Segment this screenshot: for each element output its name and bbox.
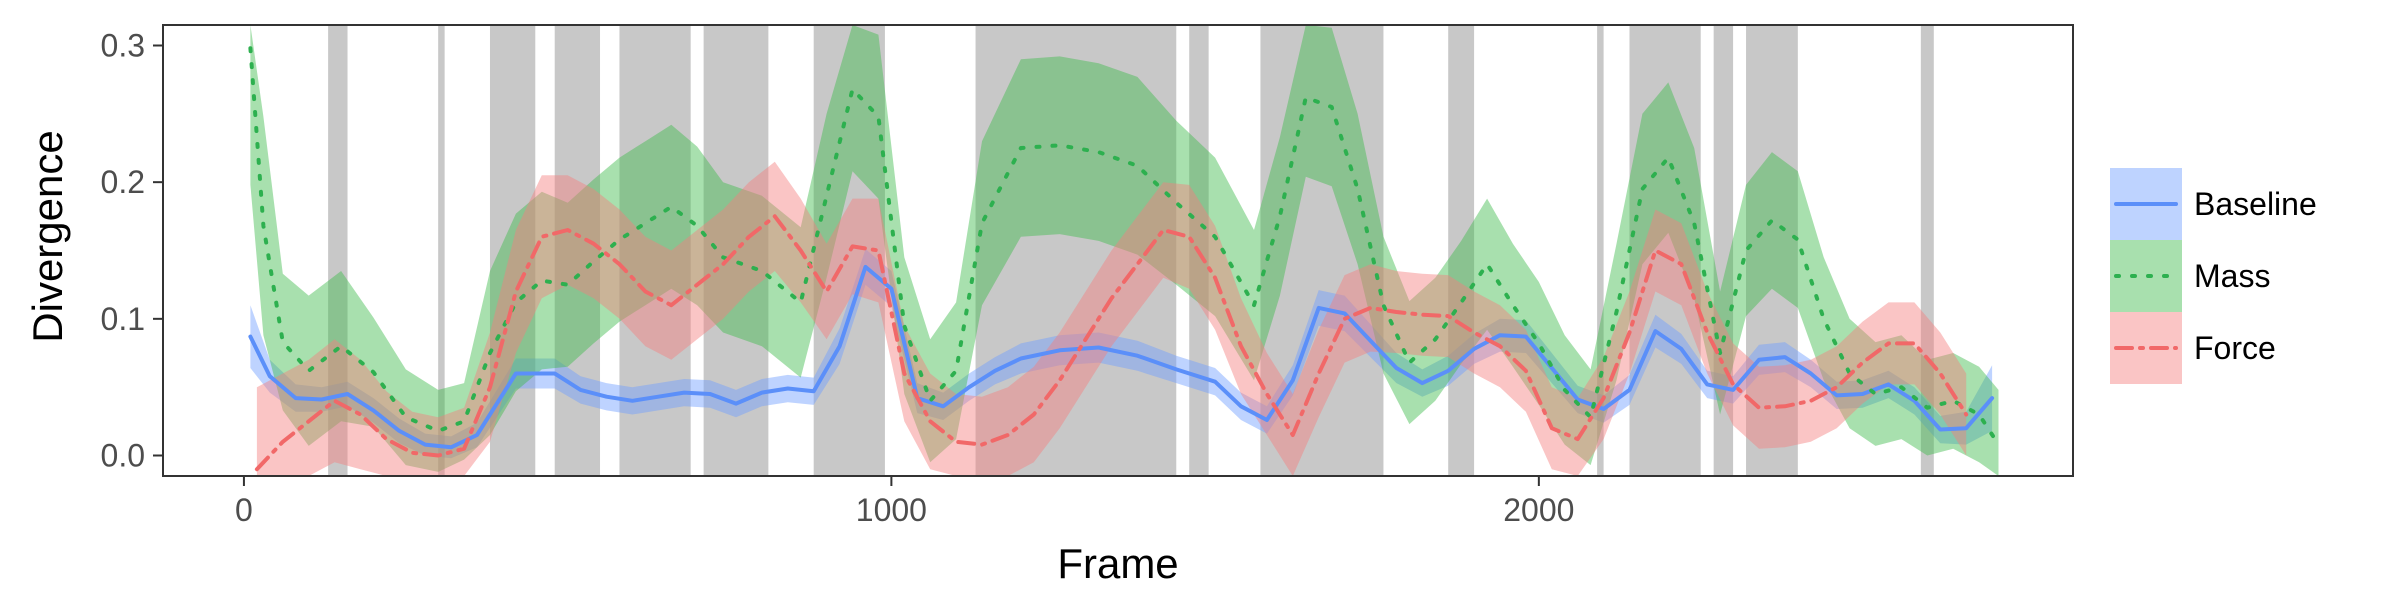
legend-item-mass: Mass (2110, 240, 2270, 312)
x-axis-title: Frame (1057, 540, 1178, 587)
y-tick-label-1: 0.1 (101, 301, 145, 337)
shaded-interval-10 (1448, 25, 1475, 476)
x-tick-label-1: 1000 (856, 492, 927, 528)
legend-label-force: Force (2194, 330, 2276, 366)
plot-panel-border (162, 24, 2074, 477)
shaded-interval-3 (554, 25, 601, 476)
y-tick-label-3: 0.3 (101, 28, 145, 64)
band-mass (250, 25, 1999, 476)
y-axis-title: Divergence (24, 130, 71, 342)
legend-item-force: Force (2110, 312, 2276, 384)
legend-label-mass: Mass (2194, 258, 2270, 294)
shaded-interval-11 (1597, 25, 1604, 476)
y-axis: 0.0 0.1 0.2 0.3 (101, 28, 163, 474)
shaded-interval-5 (703, 25, 769, 476)
legend-label-baseline: Baseline (2194, 186, 2317, 222)
legend-item-baseline: Baseline (2110, 168, 2317, 240)
shaded-interval-0 (328, 25, 348, 476)
x-axis: 0 1000 2000 (235, 476, 1574, 528)
x-tick-label-2: 2000 (1503, 492, 1574, 528)
shaded-interval-1 (438, 25, 445, 476)
line-baseline (248, 264, 1995, 450)
series-lines (248, 46, 2001, 472)
legend: Baseline Mass Force (2110, 168, 2317, 384)
x-tick-label-0: 0 (235, 492, 253, 528)
shaded-intervals (328, 25, 1934, 476)
line-force (254, 214, 1969, 472)
shaded-interval-13 (1713, 25, 1734, 476)
shaded-interval-7 (975, 25, 1177, 476)
line-mass (248, 46, 2001, 447)
y-tick-label-2: 0.2 (101, 164, 145, 200)
shaded-interval-12 (1629, 25, 1701, 476)
shaded-interval-14 (1746, 25, 1798, 476)
y-tick-label-0: 0.0 (101, 438, 145, 474)
